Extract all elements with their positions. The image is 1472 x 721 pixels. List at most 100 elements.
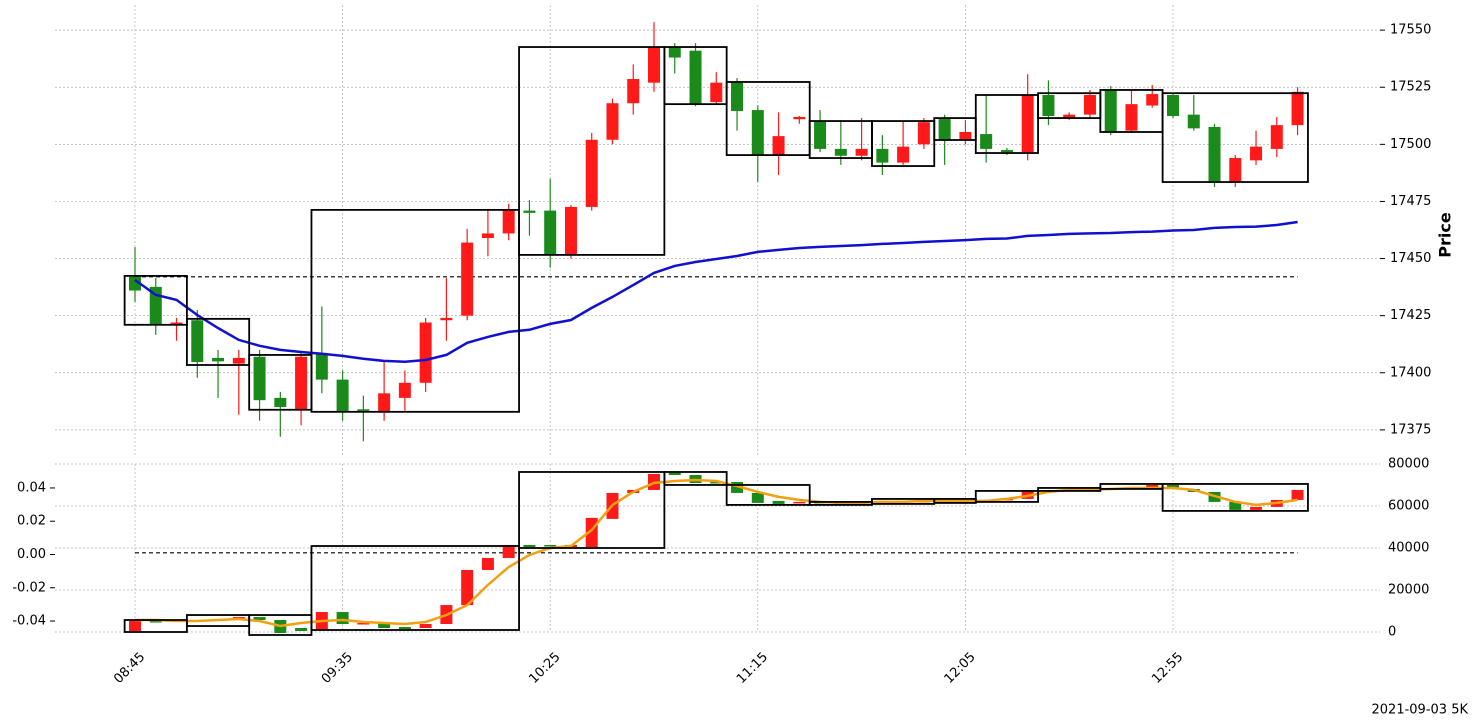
- range-box: [310, 545, 520, 631]
- candle-body: [253, 617, 266, 621]
- candle-body: [419, 624, 432, 629]
- range-box: [1161, 92, 1309, 183]
- candle-body: [357, 409, 370, 412]
- candle-body: [834, 148, 847, 156]
- candle-body: [357, 623, 370, 625]
- candle-body: [627, 79, 640, 104]
- x-tick-label: 12:05: [942, 650, 979, 687]
- candle-body: [1291, 489, 1304, 500]
- range-box: [518, 471, 666, 549]
- candle-body: [1250, 146, 1263, 161]
- candle-body: [378, 624, 391, 629]
- candle-body: [419, 322, 432, 383]
- candle-body: [772, 136, 785, 156]
- candle-body: [731, 481, 744, 493]
- candle-body: [544, 210, 557, 254]
- candle-body: [336, 379, 349, 412]
- candle-body: [980, 134, 993, 149]
- candle-body: [751, 110, 764, 156]
- candle-body: [668, 47, 681, 58]
- candle-body: [461, 242, 474, 316]
- candle-body: [917, 122, 930, 145]
- y-tick-label: 0.04: [17, 480, 46, 495]
- candle-body: [378, 393, 391, 412]
- y2-tick-label: 60000: [1388, 499, 1429, 514]
- candle-body: [1229, 158, 1242, 183]
- y-tick-label: 17525: [1390, 80, 1431, 95]
- y-axis-label: Price: [1436, 212, 1455, 258]
- x-tick-label: 10:25: [526, 650, 563, 687]
- range-box: [123, 275, 188, 326]
- range-box: [725, 484, 811, 506]
- y-tick-label: 0.00: [17, 547, 46, 562]
- candle-body: [544, 545, 557, 547]
- candle-body: [606, 103, 619, 140]
- candle-body: [689, 50, 702, 105]
- candle-body: [1125, 104, 1138, 131]
- candle-body: [481, 557, 494, 570]
- candle-body: [814, 121, 827, 149]
- y-tick-label: 17400: [1390, 365, 1431, 380]
- candle-body: [772, 500, 785, 504]
- y-tick-label: 17425: [1390, 308, 1431, 323]
- y-tick-label: 17475: [1390, 194, 1431, 209]
- candle-body: [295, 628, 308, 632]
- candle-body: [1250, 506, 1263, 510]
- candle-body: [1208, 126, 1221, 183]
- candle-body: [129, 276, 141, 291]
- candle-body: [1167, 95, 1179, 117]
- candle-body: [502, 545, 515, 558]
- y2-tick-label: 40000: [1388, 541, 1429, 556]
- candle-body: [398, 382, 411, 398]
- candle-body: [1021, 95, 1034, 153]
- x-tick-label: 11:15: [734, 650, 771, 687]
- candle-body: [170, 322, 183, 325]
- candle-body: [793, 501, 806, 504]
- y-tick-label: -0.02: [12, 580, 46, 595]
- range-box: [1161, 483, 1309, 512]
- x-tick-label: 09:35: [319, 650, 356, 687]
- candle-body: [212, 357, 225, 362]
- y-tick-label: -0.04: [12, 614, 46, 629]
- x-tick-label: 08:45: [111, 650, 148, 687]
- candle-body: [523, 210, 536, 213]
- range-box: [974, 490, 1039, 503]
- y-tick-label: 17450: [1390, 251, 1431, 266]
- candle-body: [295, 356, 308, 410]
- candle-body: [129, 621, 141, 632]
- candle-body: [481, 233, 494, 238]
- candle-body: [876, 148, 889, 163]
- y2-tick-label: 20000: [1388, 583, 1429, 598]
- candle-body: [793, 116, 806, 120]
- y-tick-label: 17500: [1390, 137, 1431, 152]
- candle-body: [1083, 95, 1096, 115]
- candle-body: [668, 471, 681, 475]
- candle-body: [232, 357, 245, 364]
- footer: 2021-09-03 5K: [1372, 703, 1469, 718]
- range-box: [871, 120, 936, 167]
- range-box: [725, 81, 811, 156]
- range-box: [663, 46, 728, 106]
- candle-body: [398, 627, 411, 630]
- candle-body: [855, 148, 868, 156]
- candle-body: [1146, 94, 1159, 106]
- candle-body: [274, 397, 287, 408]
- candle-body: [585, 139, 598, 207]
- candle-body: [1000, 150, 1013, 153]
- candle-body: [502, 210, 515, 234]
- range-box: [663, 471, 728, 486]
- y2-tick-label: 0: [1388, 625, 1396, 640]
- y-tick-label: 17550: [1390, 23, 1431, 38]
- y-tick-label: 17375: [1390, 422, 1431, 437]
- candle-body: [1187, 114, 1200, 129]
- candle-body: [648, 47, 660, 83]
- range-box: [974, 94, 1039, 154]
- candle-body: [191, 320, 204, 363]
- candle-body: [1146, 484, 1159, 488]
- candle-body: [523, 545, 536, 548]
- candle-body: [1063, 114, 1076, 119]
- candle-body: [564, 206, 577, 254]
- candle-body: [149, 621, 162, 623]
- candle-body: [1229, 501, 1242, 510]
